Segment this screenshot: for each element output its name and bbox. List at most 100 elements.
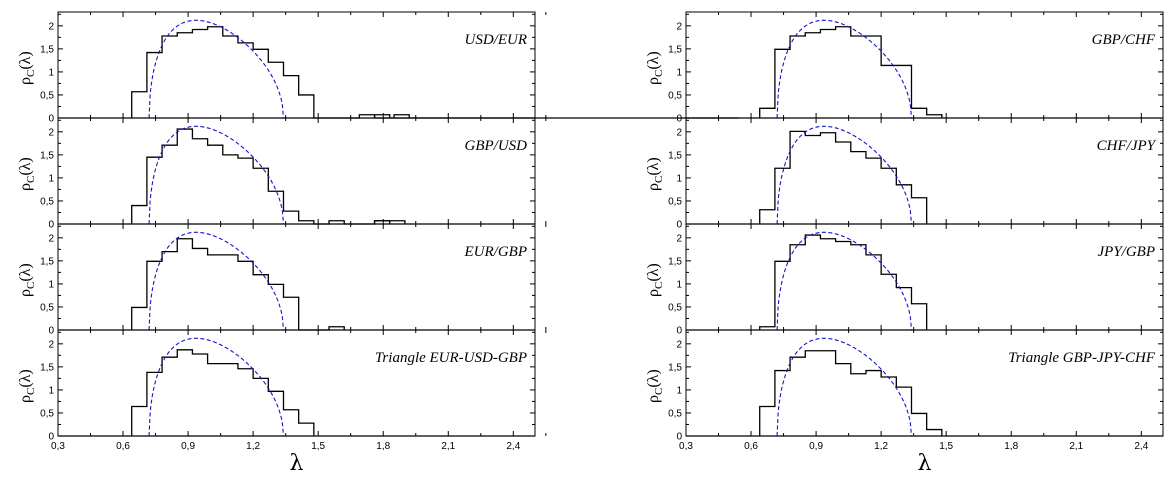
y-tick-label: 0,5 — [668, 196, 682, 207]
y-tick-label: 2 — [48, 21, 54, 32]
histogram-bars — [759, 26, 943, 118]
histogram-outlier-bin — [373, 220, 391, 224]
histogram-bars — [131, 238, 345, 331]
y-tick-label: 1,5 — [668, 150, 682, 161]
y-tick-label: 1 — [48, 385, 54, 396]
y-tick-label: 0 — [48, 114, 54, 125]
panel-right-1: 0 0,5 1 1,5 2 ρC(λ) GBP/CHF — [645, 11, 1164, 125]
y-axis-label-arg: (λ) — [17, 263, 34, 281]
y-tick-label: 0 — [676, 432, 682, 443]
y-tick-label: 0,5 — [40, 302, 54, 313]
panel-label: USD/EUR — [465, 32, 528, 48]
y-axis-label: ρC(λ) — [17, 157, 37, 191]
x-tick-label: 2,1 — [441, 441, 455, 452]
y-axis-label: ρC(λ) — [17, 51, 37, 85]
y-tick-label: 1,5 — [40, 362, 54, 373]
y-tick-label: 1 — [676, 279, 682, 290]
x-tick-label: 1,2 — [874, 441, 888, 452]
y-axis-label-rho: ρ — [17, 77, 34, 85]
theory-curve — [776, 19, 913, 119]
theory-curve — [776, 125, 913, 225]
y-tick-label: 0 — [676, 326, 682, 337]
y-tick-label: 2 — [676, 127, 682, 138]
theory-curve — [148, 19, 285, 119]
y-axis-label-sub: C — [25, 70, 37, 77]
x-tick-label: 0,6 — [744, 441, 758, 452]
histogram-bars — [759, 350, 943, 436]
y-tick-label: 1,5 — [40, 44, 54, 55]
y-tick-label: 2 — [48, 339, 54, 350]
x-tick-label: 1,5 — [311, 441, 325, 452]
y-tick-label: 0 — [676, 220, 682, 231]
x-tick-label: 0,9 — [181, 441, 195, 452]
x-tick-label: 1,5 — [939, 441, 953, 452]
x-tick-label: 0,3 — [679, 441, 693, 452]
histogram-bars — [131, 349, 315, 436]
y-axis-label-arg: (λ) — [645, 51, 662, 69]
y-tick-label: 2 — [676, 339, 682, 350]
y-tick-label: 1,5 — [668, 362, 682, 373]
theory-curve — [148, 231, 285, 331]
panel-frame — [685, 11, 1164, 119]
left-column-charts: 00,511,52ρC(λ)USD/EUR00,511,52ρC(λ)GBP/U… — [17, 11, 739, 476]
y-axis-label-sub: C — [653, 388, 665, 395]
panel-left-4: 0 0,5 1 1,5 2 ρC(λ) Triangle EUR-USD-GBP 0,3 0,6… — [17, 329, 547, 452]
y-axis-label-rho: ρ — [645, 183, 662, 191]
histogram-outlier-bin — [393, 114, 410, 118]
theory-curve — [148, 337, 285, 437]
theory-curve — [776, 337, 913, 437]
y-tick-label: 1,5 — [40, 150, 54, 161]
y-tick-label: 2 — [48, 127, 54, 138]
panel-label: Triangle GBP-JPY-CHF — [1008, 350, 1156, 366]
y-tick-label: 1 — [676, 67, 682, 78]
y-axis-label: ρC(λ) — [645, 369, 665, 403]
y-tick-label: 1,5 — [668, 256, 682, 267]
y-axis-label-arg: (λ) — [17, 157, 34, 175]
panel-right-3: 0 0,5 1 1,5 2 ρC(λ) JPY/GBP — [645, 223, 1164, 337]
y-tick-label: 2 — [676, 21, 682, 32]
y-axis-label-rho: ρ — [17, 289, 34, 297]
panel-frame — [57, 223, 536, 331]
y-axis-label-arg: (λ) — [17, 51, 34, 69]
right-column-charts: 00,511,52ρC(λ)GBP/CHF00,511,52ρC(λ)CHF/J… — [645, 11, 1164, 476]
y-tick-label: 0,5 — [668, 90, 682, 101]
panel-frame — [685, 329, 1164, 437]
y-axis-label-rho: ρ — [645, 395, 662, 403]
histogram-bars — [131, 26, 739, 119]
y-tick-label: 0 — [676, 114, 682, 125]
y-axis-label-arg: (λ) — [645, 369, 662, 387]
panel-frame — [57, 117, 536, 225]
y-tick-label: 0 — [48, 432, 54, 443]
panel-label: GBP/CHF — [1092, 32, 1156, 48]
panel-label: GBP/USD — [465, 138, 528, 154]
x-tick-label: 0,3 — [51, 441, 65, 452]
y-tick-label: 2 — [676, 233, 682, 244]
y-axis-label-sub: C — [653, 282, 665, 289]
y-tick-label: 0,5 — [668, 408, 682, 419]
panel-frame — [57, 11, 536, 119]
panel-label: EUR/GBP — [464, 244, 527, 260]
y-tick-label: 0,5 — [40, 196, 54, 207]
y-axis-label: ρC(λ) — [645, 51, 665, 85]
panel-frame — [57, 329, 536, 437]
x-tick-label: 2,4 — [1134, 441, 1148, 452]
panel-right-4: 0 0,5 1 1,5 2 ρC(λ) Triangle GBP-JPY-CHF 0,3 0,6… — [645, 329, 1164, 452]
y-tick-label: 1,5 — [40, 256, 54, 267]
y-axis-label-sub: C — [653, 70, 665, 77]
y-tick-label: 0,5 — [40, 408, 54, 419]
y-axis-label-sub: C — [25, 388, 37, 395]
y-axis-label-rho: ρ — [645, 77, 662, 85]
histogram-bars — [759, 130, 928, 224]
y-axis-label: ρC(λ) — [645, 157, 665, 191]
x-tick-label: 2,1 — [1069, 441, 1083, 452]
y-axis-label-sub: C — [25, 176, 37, 183]
y-axis-label-rho: ρ — [17, 183, 34, 191]
y-axis-label-sub: C — [25, 282, 37, 289]
y-tick-label: 0 — [48, 220, 54, 231]
y-axis-label: ρC(λ) — [645, 263, 665, 297]
panel-right-2: 0 0,5 1 1,5 2 ρC(λ) CHF/JPY — [645, 117, 1164, 231]
y-axis-label-rho: ρ — [645, 289, 662, 297]
y-tick-label: 0,5 — [40, 90, 54, 101]
panel-left-2: 0 0,5 1 1,5 2 ρC(λ) GBP/USD — [17, 117, 547, 231]
